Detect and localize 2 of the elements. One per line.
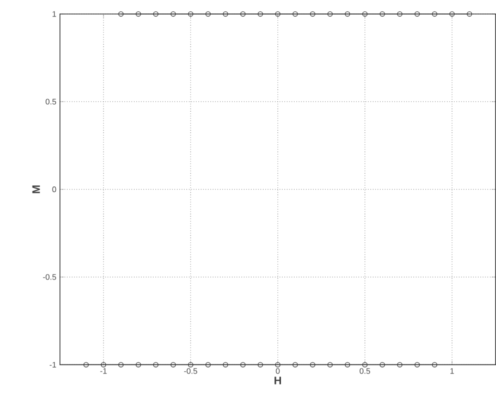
x-axis-title: H xyxy=(274,376,281,384)
y-axis-title: M xyxy=(32,186,40,194)
